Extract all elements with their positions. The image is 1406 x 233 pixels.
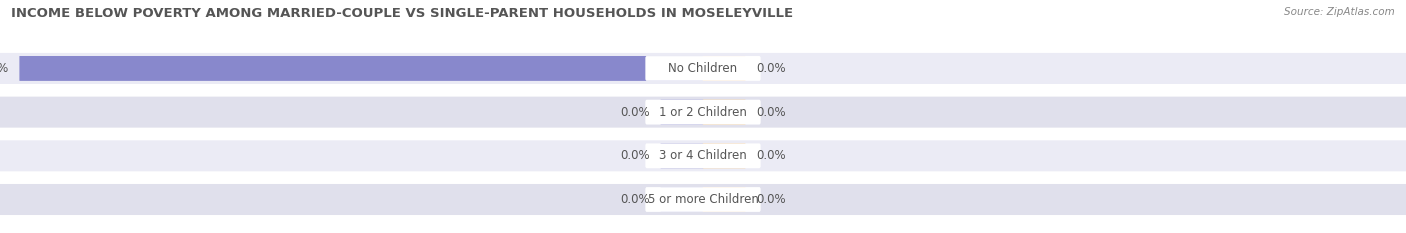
FancyBboxPatch shape <box>645 100 761 124</box>
FancyBboxPatch shape <box>645 56 761 81</box>
FancyBboxPatch shape <box>661 100 703 125</box>
Text: No Children: No Children <box>668 62 738 75</box>
Text: 0.0%: 0.0% <box>756 193 786 206</box>
FancyBboxPatch shape <box>645 144 761 168</box>
FancyBboxPatch shape <box>703 143 745 168</box>
FancyBboxPatch shape <box>703 187 745 212</box>
Text: 0.0%: 0.0% <box>620 149 650 162</box>
FancyBboxPatch shape <box>703 100 745 125</box>
FancyBboxPatch shape <box>645 187 761 212</box>
Text: 0.0%: 0.0% <box>756 149 786 162</box>
FancyBboxPatch shape <box>0 184 1406 215</box>
FancyBboxPatch shape <box>0 53 1406 84</box>
Text: 1 or 2 Children: 1 or 2 Children <box>659 106 747 119</box>
FancyBboxPatch shape <box>661 187 703 212</box>
FancyBboxPatch shape <box>20 56 703 81</box>
FancyBboxPatch shape <box>661 143 703 168</box>
Text: INCOME BELOW POVERTY AMONG MARRIED-COUPLE VS SINGLE-PARENT HOUSEHOLDS IN MOSELEY: INCOME BELOW POVERTY AMONG MARRIED-COUPL… <box>11 7 793 20</box>
Text: 24.3%: 24.3% <box>0 62 8 75</box>
Text: 0.0%: 0.0% <box>756 106 786 119</box>
Text: 0.0%: 0.0% <box>620 193 650 206</box>
FancyBboxPatch shape <box>0 97 1406 128</box>
FancyBboxPatch shape <box>0 140 1406 171</box>
Text: 5 or more Children: 5 or more Children <box>648 193 758 206</box>
Text: 3 or 4 Children: 3 or 4 Children <box>659 149 747 162</box>
Text: Source: ZipAtlas.com: Source: ZipAtlas.com <box>1284 7 1395 17</box>
Text: 0.0%: 0.0% <box>756 62 786 75</box>
FancyBboxPatch shape <box>703 56 745 81</box>
Text: 0.0%: 0.0% <box>620 106 650 119</box>
